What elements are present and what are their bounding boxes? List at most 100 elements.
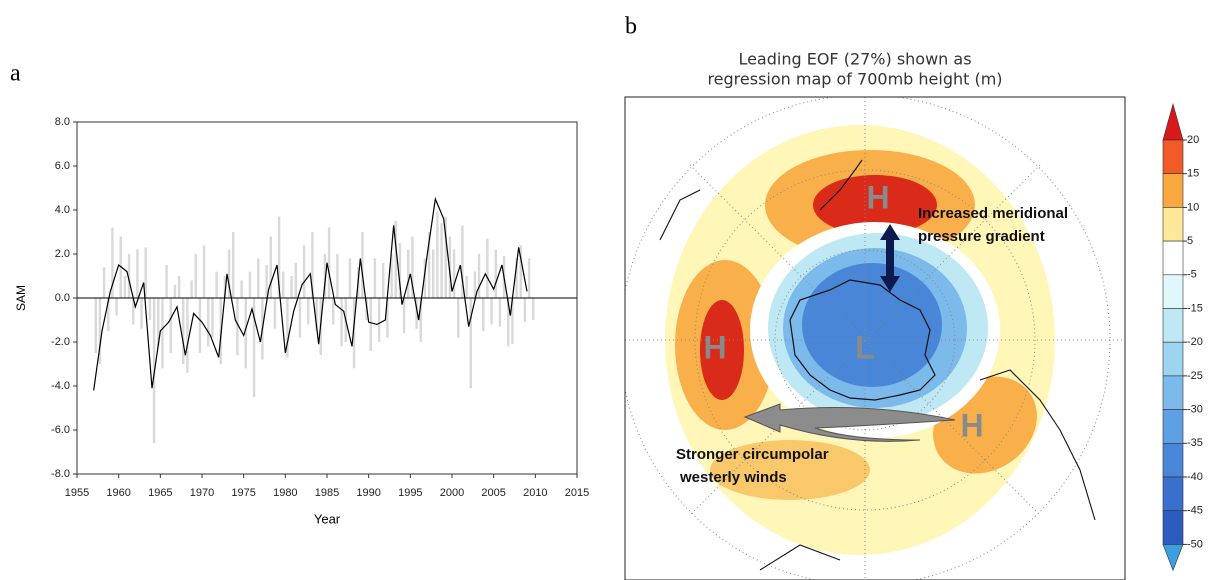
bar [340,298,343,347]
annotation: westerly winds [679,469,787,486]
colorbar-label: 15 [1187,168,1199,180]
bar [211,298,214,338]
bar [252,298,256,397]
bar [111,227,114,298]
map-frame [624,96,1126,580]
bar [461,225,464,298]
y-tick-label: -2.0 [51,336,70,348]
bar [294,262,297,298]
colorbar-label: -45 [1187,505,1203,517]
bar [302,245,306,298]
bar [382,262,385,298]
bar [127,254,131,298]
graticule [625,97,1125,580]
colorbar-segment [1162,308,1184,343]
colorbar-label: -40 [1187,471,1203,483]
bar [157,298,160,347]
bar [94,298,97,353]
bar [290,276,293,298]
colorbar-segment [1162,274,1184,309]
bar [369,298,372,351]
bar [482,298,485,331]
bar [161,298,164,369]
bar [444,216,447,298]
x-tick-label: 1985 [315,487,339,499]
bar [336,254,339,298]
bar [307,298,310,325]
bar [298,298,302,338]
map: H H H L Increased meridional pressure gr… [625,97,1125,580]
annotation: Stronger circumpolar [676,446,829,463]
bar [248,271,252,298]
plot-frame [76,121,578,475]
y-tick-label: 2.0 [55,248,70,260]
contour-low-core [802,263,942,387]
colorbar-label: -30 [1187,404,1203,416]
bar [286,298,289,358]
bar [140,298,143,329]
colorbar-label: 20 [1187,134,1199,146]
colorbar-segment [1162,409,1184,444]
x-tick-label: 1965 [148,487,172,499]
coastline [659,159,1096,571]
bar [465,276,468,298]
bar [411,236,414,298]
bar [198,298,202,353]
bar [232,232,235,298]
bar [390,254,393,298]
bar [332,298,335,325]
bar [186,298,189,373]
low-label: L [855,329,875,365]
bar [394,221,397,298]
bar [202,245,206,298]
bar [273,298,277,329]
bar [498,298,502,327]
panel-label: a [10,61,21,87]
bar [352,298,356,369]
bar [148,298,152,320]
bar [532,298,535,320]
panel-label: b [625,14,637,40]
bar [519,245,522,298]
annotation: pressure gradient [918,228,1045,245]
bar [423,258,427,298]
bar [361,232,364,298]
bar [419,298,422,342]
bar [457,298,460,338]
bar [102,267,106,298]
bar [107,298,110,331]
bar [415,298,418,329]
bar [398,243,402,298]
x-axis-label: Year [314,511,341,526]
contour-high-core [700,300,744,400]
bar [215,271,218,298]
bar [348,258,352,298]
bar [169,298,172,353]
bar [323,254,327,298]
bar [402,298,406,334]
bar [527,258,531,298]
colorbar-cap [1162,544,1184,572]
bar [115,298,118,316]
colorbar-segment [1162,139,1184,175]
x-tick-label: 1995 [398,487,422,499]
bar [490,298,493,325]
high-label: H [866,179,889,215]
gradient-arrow [880,224,900,292]
y-tick-label: -6.0 [51,424,70,436]
bar [311,232,314,298]
bar [123,276,127,298]
bar [190,280,193,298]
colorbar-segment [1162,207,1184,242]
bar [173,284,177,298]
bar [257,258,260,298]
bar [515,258,518,298]
bar [315,298,318,331]
bar [427,232,431,298]
x-tick-label: 1980 [273,487,297,499]
x-tick-label: 2000 [440,487,464,499]
bar [240,280,243,298]
y-tick-label: 6.0 [55,160,70,172]
bar [452,249,456,298]
